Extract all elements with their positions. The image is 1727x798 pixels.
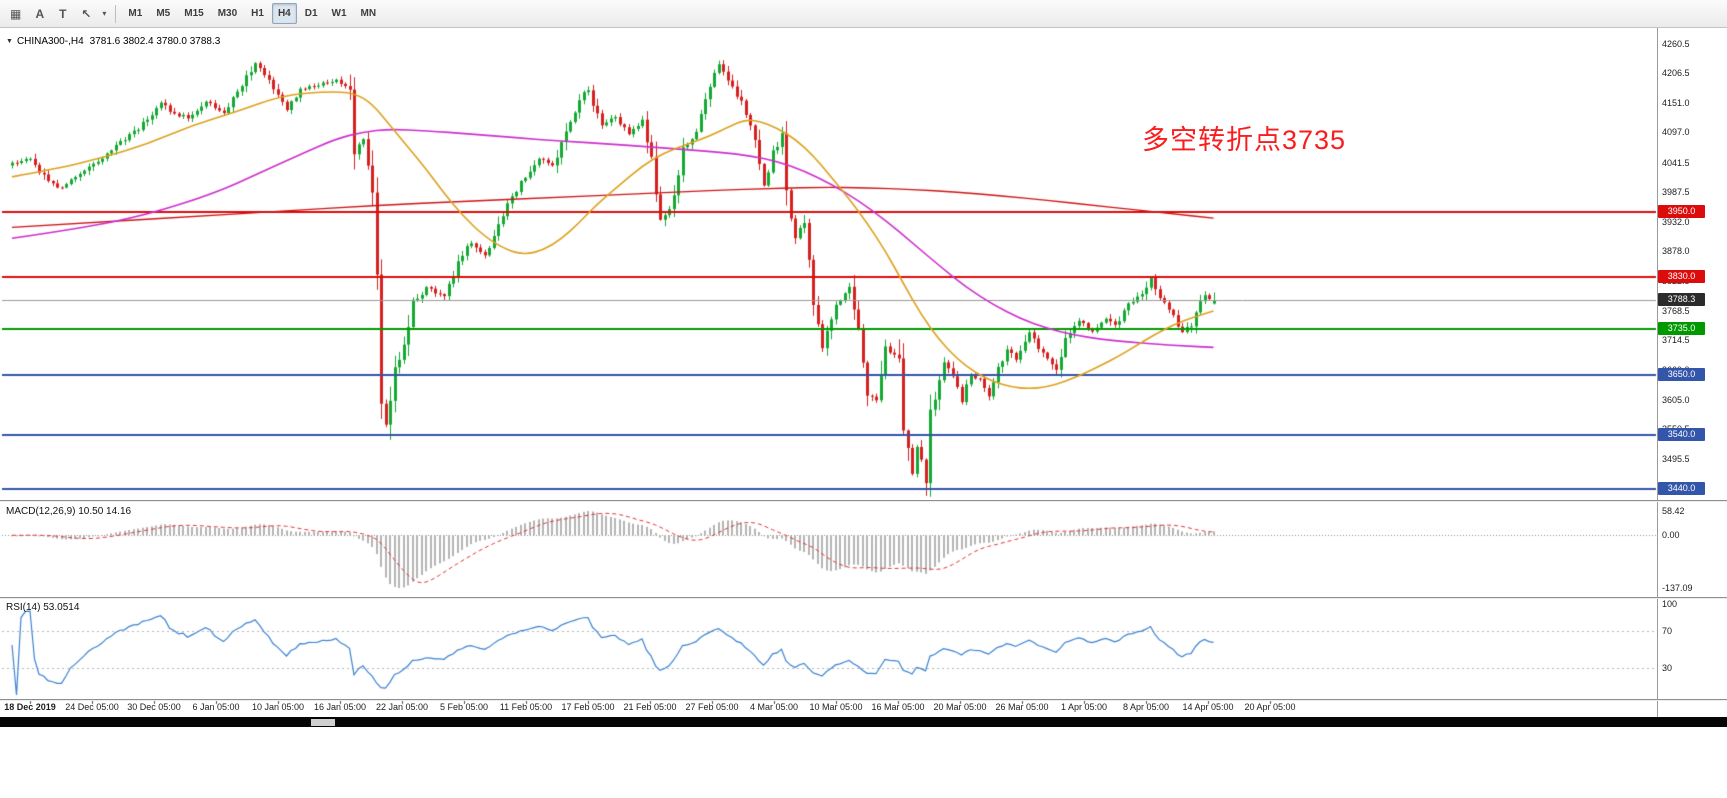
symbol-ohlc-line: ▼ CHINA300-,H4 3781.6 3802.4 3780.0 3788.3	[6, 36, 220, 47]
chart-canvas[interactable]	[0, 28, 1727, 718]
toolbar: ▦ A T ↖ ▾ M1 M5 M15 M30 H1 H4 D1 W1 MN	[0, 0, 1727, 28]
timeframe-button-m1[interactable]: M1	[128, 8, 143, 19]
rsi-axis-100-label: 100	[1662, 599, 1678, 609]
symbol-title: CHINA300-,H4	[16, 36, 84, 47]
ohlc-values: 3781.6 3802.4 3780.0 3788.3	[89, 36, 221, 47]
macd-axis-zero-label: 0.00	[1662, 530, 1680, 541]
macd-axis-min-label: -137.09	[1662, 583, 1693, 593]
toolbar-tools: ▦ A T ↖ ▾	[4, 3, 109, 24]
timeframe-button-mn[interactable]: MN	[360, 8, 377, 19]
bottom-bar-item[interactable]	[311, 719, 335, 726]
macd-indicator-label: MACD(12,26,9) 10.50 14.16	[6, 506, 132, 517]
arrow-dropdown-icon[interactable]: ▾	[102, 9, 107, 18]
text-tool-icon[interactable]: A	[35, 6, 45, 21]
macd-panel-separator[interactable]	[0, 500, 1727, 501]
timeframe-button-h1[interactable]: H1	[251, 8, 264, 19]
toolbar-separator	[115, 4, 117, 23]
timeframe-button-w1[interactable]: W1	[331, 8, 347, 19]
arrow-tool-icon[interactable]: ↖	[81, 6, 92, 21]
timeframe-button-m15[interactable]: M15	[184, 8, 204, 19]
time-axis-separator	[0, 699, 1727, 700]
bottom-bar	[0, 717, 1727, 727]
timeframe-button-m30[interactable]: M30	[217, 8, 238, 19]
rsi-axis-30-label: 30	[1662, 662, 1673, 673]
timeframe-button-d1[interactable]: D1	[304, 8, 318, 19]
chart-annotation-text[interactable]: 多空转折点3735	[1142, 125, 1347, 155]
timeframe-button-h4[interactable]: H4	[271, 3, 297, 24]
price-axis-border	[1657, 28, 1658, 717]
timeframe-buttons: M1 M5 M15 M30 H1 H4 D1 W1 MN	[122, 3, 382, 24]
grid-tool-icon[interactable]: ▦	[10, 6, 22, 21]
timeframe-button-m5[interactable]: M5	[156, 8, 171, 19]
label-tool-icon[interactable]: T	[59, 6, 67, 21]
rsi-panel-separator[interactable]	[0, 597, 1727, 598]
rsi-indicator-label: RSI(14) 53.0514	[6, 602, 80, 613]
rsi-axis-70-label: 70	[1662, 626, 1673, 637]
chart-dropdown-icon[interactable]: ▼	[6, 38, 13, 45]
macd-axis-max-label: 58.42	[1662, 506, 1685, 516]
